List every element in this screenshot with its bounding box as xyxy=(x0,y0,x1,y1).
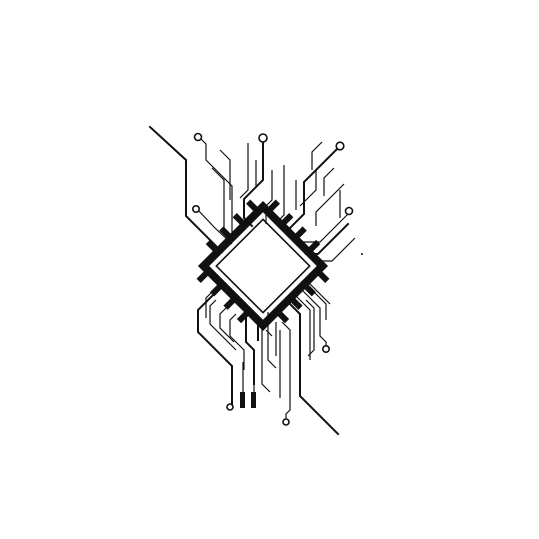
connector-pad-right xyxy=(251,392,256,408)
cpu-chip xyxy=(196,199,330,332)
trace-group-upper-center xyxy=(239,133,297,228)
trace-group-upper-left xyxy=(148,125,233,254)
trace-group-lower-right xyxy=(279,281,340,436)
trace-group-lower-left xyxy=(197,282,245,411)
trace-group-upper-right xyxy=(286,141,363,262)
connector-pad-left xyxy=(240,392,245,408)
chip-inner-die xyxy=(209,212,317,320)
trace-group-lower-center xyxy=(240,312,277,408)
chip-die-outline xyxy=(215,218,311,314)
